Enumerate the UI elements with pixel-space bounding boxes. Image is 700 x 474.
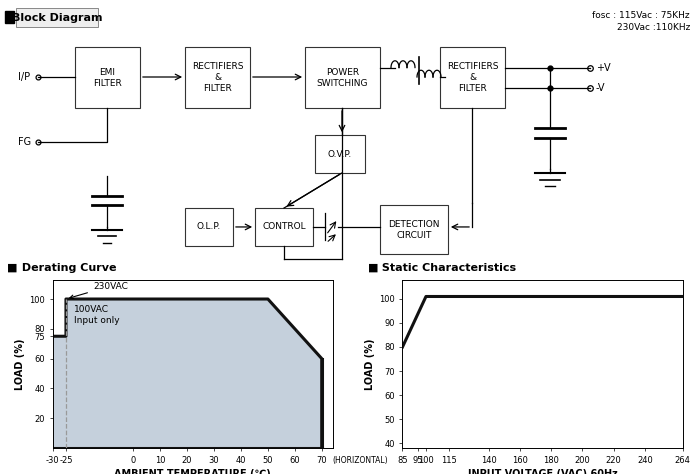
Bar	[185, 208, 233, 246]
Text: I/P: I/P	[18, 72, 30, 82]
Text: DETECTION
CIRCUIT: DETECTION CIRCUIT	[389, 219, 440, 240]
Text: 100VAC
Input only: 100VAC Input only	[74, 305, 120, 325]
Bar	[305, 47, 380, 108]
Text: Static Characteristics: Static Characteristics	[378, 263, 516, 273]
Text: RECTIFIERS
&
FILTER: RECTIFIERS & FILTER	[447, 62, 498, 93]
Y-axis label: LOAD (%): LOAD (%)	[365, 338, 375, 390]
Text: ■: ■	[7, 263, 18, 273]
Bar	[440, 47, 505, 108]
Polygon shape	[52, 299, 322, 448]
Bar	[75, 47, 140, 108]
Text: 230VAC: 230VAC	[70, 282, 128, 299]
Text: (HORIZONTAL): (HORIZONTAL)	[332, 456, 388, 465]
X-axis label: AMBIENT TEMPERATURE (℃): AMBIENT TEMPERATURE (℃)	[114, 469, 271, 474]
Text: POWER
SWITCHING: POWER SWITCHING	[316, 68, 368, 88]
Text: ■: ■	[368, 263, 378, 273]
Bar	[380, 205, 448, 254]
Bar	[255, 208, 313, 246]
Text: O.L.P.: O.L.P.	[197, 222, 221, 231]
Bar	[16, 8, 98, 27]
Text: +V: +V	[596, 63, 610, 73]
Y-axis label: LOAD (%): LOAD (%)	[15, 338, 25, 390]
Bar	[5, 11, 14, 23]
Text: O.V.P.: O.V.P.	[328, 149, 352, 158]
Text: -V: -V	[596, 83, 605, 93]
Text: fosc : 115Vac : 75KHz
230Vac :110KHz: fosc : 115Vac : 75KHz 230Vac :110KHz	[592, 11, 690, 32]
X-axis label: INPUT VOLTAGE (VAC) 60Hz: INPUT VOLTAGE (VAC) 60Hz	[468, 469, 617, 474]
Bar	[185, 47, 250, 108]
Bar	[315, 135, 365, 173]
Text: Derating Curve: Derating Curve	[18, 263, 116, 273]
Text: EMI
FILTER: EMI FILTER	[93, 68, 122, 88]
Text: CONTROL: CONTROL	[262, 222, 306, 231]
Text: RECTIFIERS
&
FILTER: RECTIFIERS & FILTER	[192, 62, 244, 93]
Text: FG: FG	[18, 137, 31, 147]
Text: Block Diagram: Block Diagram	[12, 13, 102, 23]
